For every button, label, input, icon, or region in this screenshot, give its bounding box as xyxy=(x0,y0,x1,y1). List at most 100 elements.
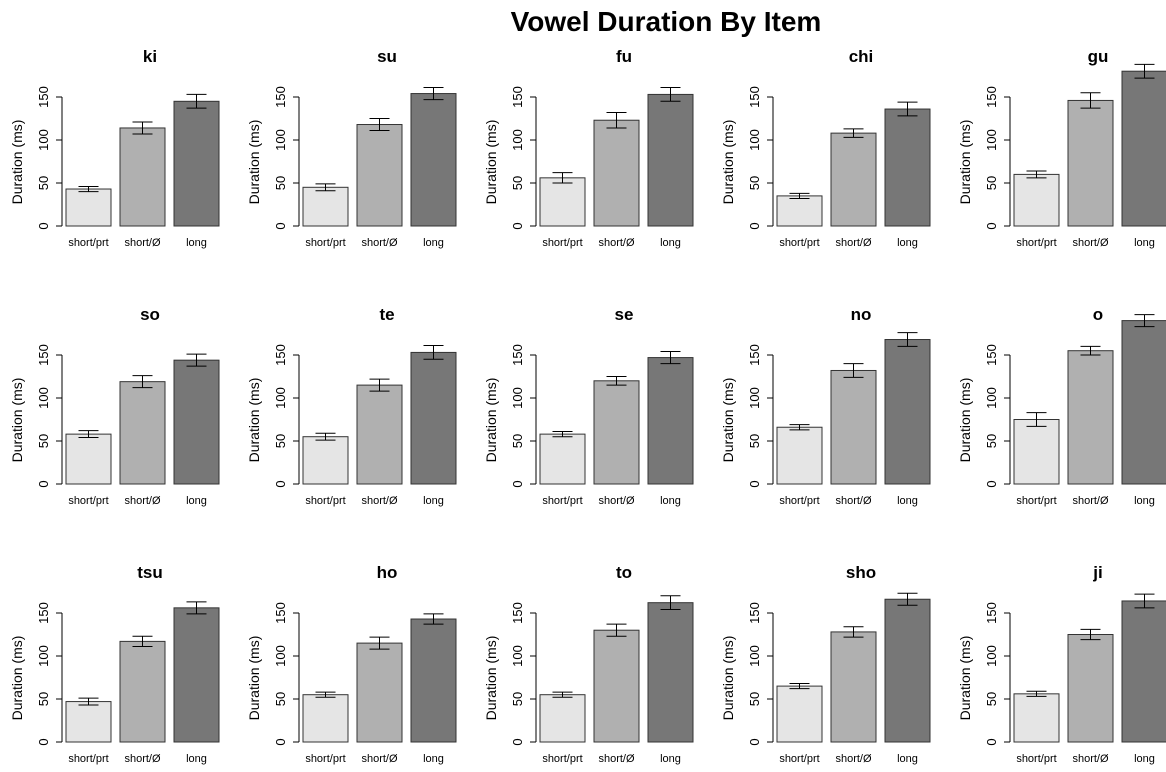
y-axis-label: Duration (ms) xyxy=(720,378,736,463)
panel-title: gu xyxy=(1088,47,1109,66)
category-label: short/prt xyxy=(1016,753,1056,765)
panel-fu: fu 0 50 100 150 Duration (ms) short/prt short/Ø… xyxy=(483,47,694,249)
y-tick-label: 150 xyxy=(747,86,762,108)
bar-short/prt xyxy=(776,195,823,227)
panel-title: ji xyxy=(1092,563,1102,582)
y-tick-label: 100 xyxy=(273,645,288,667)
y-tick-label: 50 xyxy=(510,434,525,448)
bar-short/prt xyxy=(539,433,586,485)
bar-long xyxy=(1121,70,1166,227)
category-label: long xyxy=(423,753,444,765)
category-label: short/prt xyxy=(68,753,108,765)
y-tick-label: 150 xyxy=(984,86,999,108)
category-label: short/prt xyxy=(305,495,345,507)
y-tick-label: 100 xyxy=(36,129,51,151)
panel-title: to xyxy=(616,563,632,582)
category-label: short/prt xyxy=(1016,237,1056,249)
y-tick-label: 150 xyxy=(273,86,288,108)
y-tick-label: 100 xyxy=(984,387,999,409)
bar-short/prt xyxy=(302,436,349,485)
panel-chi: chi 0 50 100 150 Duration (ms) short/prt short/… xyxy=(720,47,931,249)
y-tick-label: 0 xyxy=(747,222,762,229)
panel-title: chi xyxy=(849,47,874,66)
y-axis-label: Duration (ms) xyxy=(9,636,25,721)
bar-long xyxy=(1121,320,1166,485)
bar-short/prt xyxy=(65,701,112,743)
category-label: long xyxy=(897,237,918,249)
y-tick-label: 50 xyxy=(984,692,999,706)
bar-long xyxy=(884,598,931,743)
category-label: long xyxy=(186,495,207,507)
y-tick-label: 100 xyxy=(510,129,525,151)
y-axis-label: Duration (ms) xyxy=(957,636,973,721)
bar-long xyxy=(647,357,694,485)
y-tick-label: 150 xyxy=(510,602,525,624)
category-label: short/Ø xyxy=(598,753,635,765)
panel-title: ho xyxy=(377,563,398,582)
y-tick-label: 100 xyxy=(984,645,999,667)
y-tick-label: 0 xyxy=(273,480,288,487)
bar-short/Ø xyxy=(1067,99,1114,227)
bar-long xyxy=(173,100,220,227)
y-tick-label: 0 xyxy=(510,222,525,229)
y-tick-label: 0 xyxy=(273,738,288,745)
y-tick-label: 150 xyxy=(984,344,999,366)
panel-no: no 0 50 100 150 Duration (ms) short/prt short/Ø… xyxy=(720,305,931,507)
y-tick-label: 50 xyxy=(273,692,288,706)
bar-short/prt xyxy=(1013,419,1060,485)
bar-short/Ø xyxy=(119,381,166,485)
category-label: short/prt xyxy=(542,237,582,249)
category-label: long xyxy=(423,237,444,249)
category-label: short/Ø xyxy=(598,237,635,249)
y-tick-label: 0 xyxy=(984,480,999,487)
category-label: long xyxy=(423,495,444,507)
category-label: short/Ø xyxy=(1072,753,1109,765)
y-tick-label: 50 xyxy=(36,434,51,448)
y-tick-label: 150 xyxy=(273,602,288,624)
bar-short/Ø xyxy=(593,380,640,485)
bar-long xyxy=(647,93,694,227)
panel-se: se 0 50 100 150 Duration (ms) short/prt short/Ø… xyxy=(483,305,694,507)
category-label: short/Ø xyxy=(598,495,635,507)
chart-title: Vowel Duration By Item xyxy=(510,6,822,37)
panel-su: su 0 50 100 150 Duration (ms) short/prt short/Ø… xyxy=(246,47,457,249)
y-tick-label: 150 xyxy=(36,344,51,366)
y-tick-label: 150 xyxy=(747,602,762,624)
bar-short/prt xyxy=(65,433,112,485)
category-label: long xyxy=(1134,495,1155,507)
y-axis-label: Duration (ms) xyxy=(957,120,973,205)
y-tick-label: 50 xyxy=(984,176,999,190)
y-tick-label: 150 xyxy=(36,602,51,624)
bar-short/Ø xyxy=(593,119,640,227)
y-axis-label: Duration (ms) xyxy=(483,378,499,463)
y-tick-label: 100 xyxy=(510,645,525,667)
category-label: short/Ø xyxy=(361,495,398,507)
category-label: long xyxy=(660,237,681,249)
y-tick-label: 0 xyxy=(36,480,51,487)
category-label: long xyxy=(897,753,918,765)
y-tick-label: 100 xyxy=(273,129,288,151)
y-tick-label: 150 xyxy=(510,86,525,108)
category-label: short/prt xyxy=(305,753,345,765)
y-axis-label: Duration (ms) xyxy=(720,636,736,721)
y-tick-label: 100 xyxy=(36,387,51,409)
category-label: short/Ø xyxy=(835,495,872,507)
panel-title: te xyxy=(379,305,394,324)
y-axis-label: Duration (ms) xyxy=(483,120,499,205)
y-tick-label: 100 xyxy=(747,129,762,151)
y-axis-label: Duration (ms) xyxy=(957,378,973,463)
y-axis-label: Duration (ms) xyxy=(246,120,262,205)
category-label: short/Ø xyxy=(835,237,872,249)
panel-title: tsu xyxy=(137,563,163,582)
category-label: short/prt xyxy=(779,495,819,507)
bar-short/Ø xyxy=(356,642,403,743)
panel-ji: ji 0 50 100 150 Duration (ms) short/prt short/Ø… xyxy=(957,563,1166,765)
bar-short/prt xyxy=(65,188,112,227)
bar-short/prt xyxy=(776,426,823,485)
bar-long xyxy=(647,602,694,743)
category-label: short/prt xyxy=(1016,495,1056,507)
bar-short/prt xyxy=(539,177,586,227)
panel-so: so 0 50 100 150 Duration (ms) short/prt short/Ø… xyxy=(9,305,220,507)
bar-short/Ø xyxy=(1067,634,1114,743)
category-label: long xyxy=(1134,753,1155,765)
